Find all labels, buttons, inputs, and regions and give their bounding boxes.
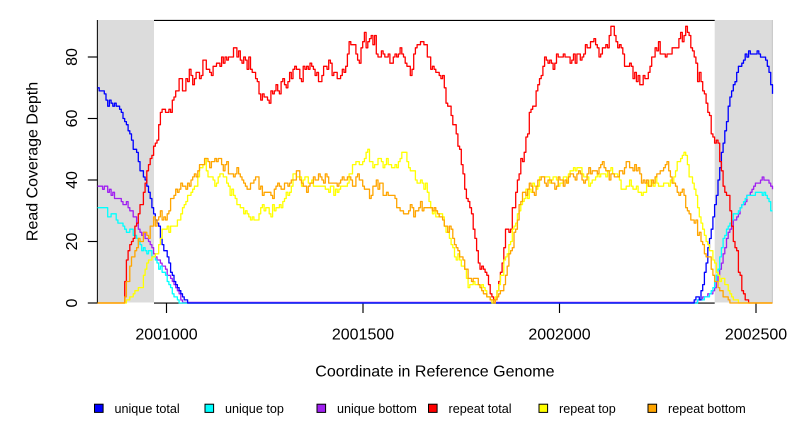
svg-text:0: 0 <box>64 298 81 307</box>
svg-text:80: 80 <box>64 48 81 66</box>
svg-text:repeat bottom: repeat bottom <box>668 402 746 416</box>
svg-text:unique total: unique total <box>115 402 180 416</box>
svg-text:60: 60 <box>64 110 81 128</box>
svg-text:Coordinate in Reference Genome: Coordinate in Reference Genome <box>315 363 554 380</box>
svg-text:2002500: 2002500 <box>725 327 787 344</box>
svg-text:unique top: unique top <box>225 402 284 416</box>
svg-text:40: 40 <box>64 171 81 189</box>
svg-text:2001500: 2001500 <box>332 327 394 344</box>
svg-text:2002000: 2002000 <box>528 327 590 344</box>
svg-text:unique bottom: unique bottom <box>337 402 417 416</box>
svg-text:Read Coverage Depth: Read Coverage Depth <box>25 82 42 241</box>
svg-text:repeat total: repeat total <box>449 402 512 416</box>
svg-text:repeat top: repeat top <box>559 402 616 416</box>
svg-text:20: 20 <box>64 233 81 251</box>
svg-text:2001000: 2001000 <box>135 327 197 344</box>
